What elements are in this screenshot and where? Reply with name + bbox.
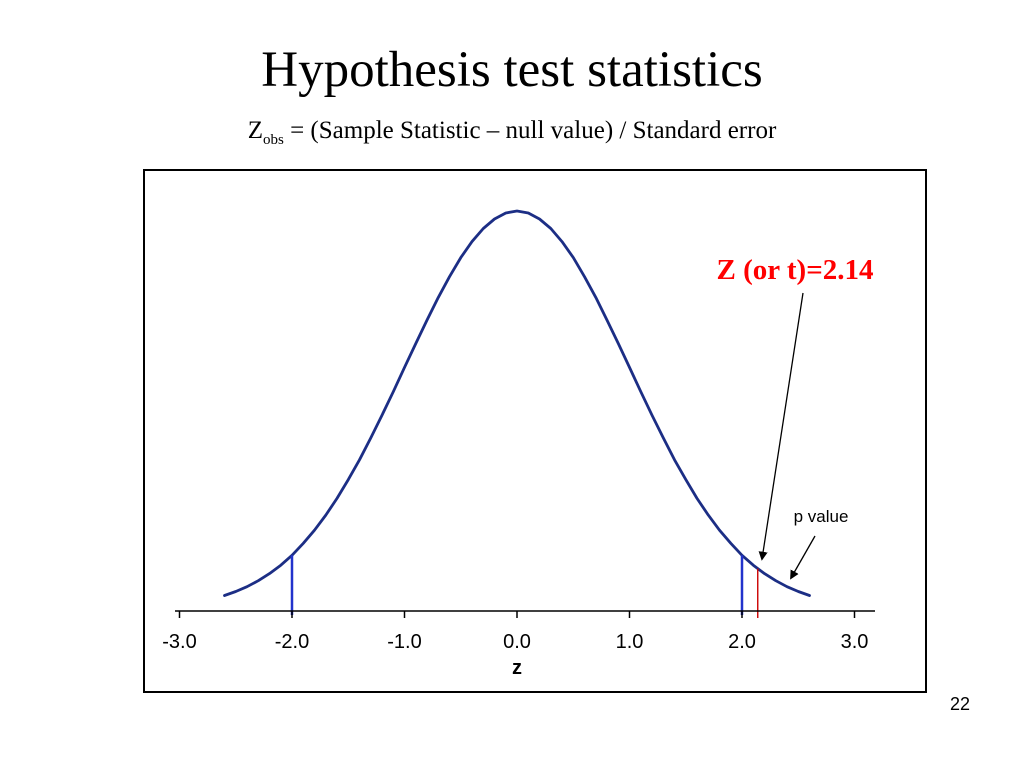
x-tick-label: -2.0: [275, 631, 309, 653]
p-value-arrow: [790, 535, 816, 580]
page-number: 22: [949, 694, 970, 714]
subtitle-subscript: obs: [262, 132, 284, 148]
subtitle-base: Z: [247, 117, 263, 144]
marker-lines: [290, 555, 759, 618]
slide-subtitle: Zobs = (Sample Statistic – null value) /…: [0, 117, 1024, 149]
normal-curve-path: [223, 209, 811, 597]
plot-svg: -3.0 -2.0 -1.0 0.0 1.0 2.0 3.0 z Z (or t)=2.14…: [162, 209, 875, 679]
chart-frame: -3.0 -2.0 -1.0 0.0 1.0 2.0 3.0 z Z (or t)=2.14…: [143, 169, 927, 693]
x-tick-label: 3.0: [841, 631, 869, 653]
p-value-label: p value: [794, 507, 849, 526]
x-axis-title: z: [512, 657, 522, 679]
x-tick-label: -1.0: [387, 631, 421, 653]
subtitle-rest: = (Sample Statistic – null value) / Stan…: [283, 117, 777, 144]
x-tick-label: 0.0: [503, 631, 531, 653]
x-tick-label: -3.0: [162, 631, 196, 653]
z-observed-arrow: [758, 292, 804, 561]
z-observed-label: Z (or t)=2.14: [717, 254, 874, 286]
x-tick-label: 1.0: [616, 631, 644, 653]
x-tick-label: 2.0: [728, 631, 756, 653]
x-axis-labels: -3.0 -2.0 -1.0 0.0 1.0 2.0 3.0: [162, 631, 868, 653]
x-axis-ticks: [178, 611, 856, 618]
slide-title: Hypothesis test statistics: [261, 42, 763, 98]
